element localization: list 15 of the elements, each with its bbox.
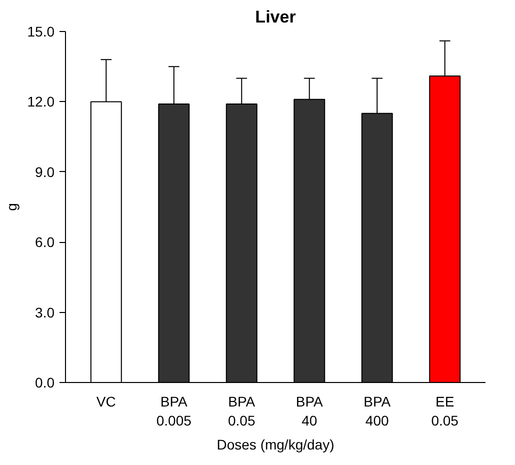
y-tick-label: 6.0 <box>35 234 55 250</box>
x-tick-label: EE 0.05 <box>431 394 459 429</box>
y-tick-label: 0.0 <box>35 374 55 390</box>
y-axis-title: g <box>3 203 20 211</box>
x-tick-label: BPA 0.005 <box>156 394 192 429</box>
x-tick-label: BPA 0.05 <box>228 394 256 429</box>
y-tick-label: 12.0 <box>27 94 55 110</box>
y-tick-label: 3.0 <box>35 304 55 320</box>
y-tick-label: 15.0 <box>27 24 55 40</box>
x-axis-title: Doses (mg/kg/day) <box>216 436 334 453</box>
x-tick-label: BPA 40 <box>296 394 324 429</box>
chart-title: Liver <box>255 8 296 26</box>
y-tick-label: 9.0 <box>35 164 55 180</box>
x-tick-label: VC <box>96 394 116 410</box>
x-tick-label: BPA 400 <box>364 394 392 429</box>
